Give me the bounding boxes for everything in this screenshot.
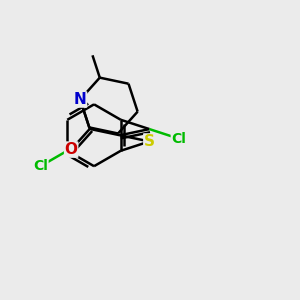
- Text: Cl: Cl: [33, 159, 48, 173]
- Text: Cl: Cl: [171, 132, 186, 145]
- Text: S: S: [144, 134, 155, 149]
- Text: N: N: [74, 92, 86, 107]
- Text: O: O: [65, 142, 78, 157]
